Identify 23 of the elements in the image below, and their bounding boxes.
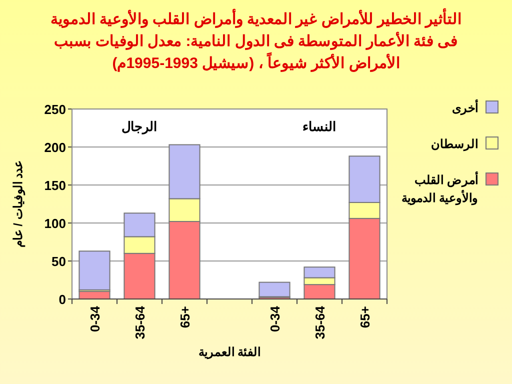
y-tick-label: 100 xyxy=(44,216,66,231)
y-axis-title: عدد الوفيات / عام xyxy=(11,160,26,248)
chart-title: التأثير الخطير للأمراض غير المعدية وأمراض القلب والأوعية الدموية فى فئة الأعمار المتوسطة فى الدول النامية: معدل الوفيات بسبب الأمراض الأكثر شيوعاً ، (سيشيل 1993-1995م) xyxy=(50,8,462,72)
y-tick-label: 150 xyxy=(44,178,66,193)
x-tick-label: 35-64 xyxy=(132,305,148,340)
y-tick-label: 200 xyxy=(44,140,66,155)
legend-label: الرسطان xyxy=(431,137,478,152)
annotation: الرجال xyxy=(122,119,158,135)
x-tick-label: 65+ xyxy=(358,306,372,328)
legend-label: أمرض القلب والأوعية الدموية xyxy=(402,172,478,206)
x-tick-label: 35-64 xyxy=(312,305,328,340)
legend-label: أخرى xyxy=(452,100,478,116)
x-tick-label: 0-34 xyxy=(268,305,282,332)
legend-item: أمرض القلب والأوعية الدموية xyxy=(402,172,498,205)
x-tick-label: 0-34 xyxy=(88,305,102,332)
x-tick-label: 65+ xyxy=(178,306,192,328)
x-axis-title: الفئة العمرية xyxy=(198,345,261,360)
legend-item: أخرى xyxy=(452,100,498,115)
y-tick-label: 0 xyxy=(58,292,66,307)
legend-item: الرسطان xyxy=(431,136,498,151)
y-tick-label: 250 xyxy=(44,102,66,117)
y-tick-label: 50 xyxy=(52,254,66,269)
annotation: النساء xyxy=(302,119,336,134)
